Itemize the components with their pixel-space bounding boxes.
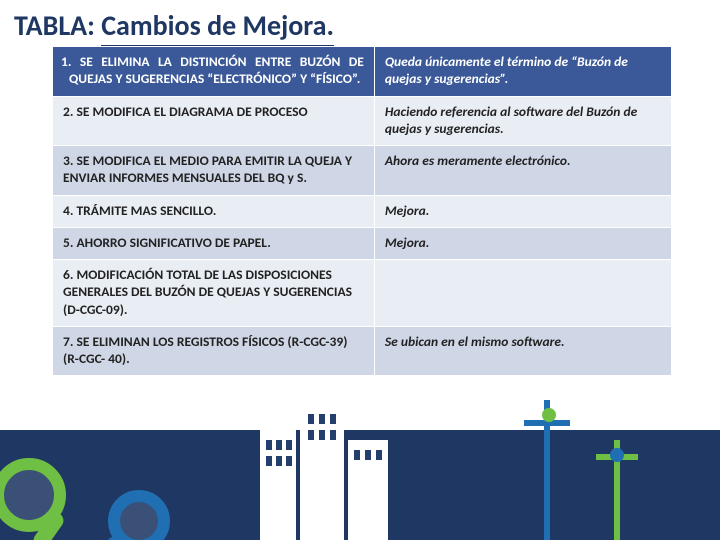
table-row: 1. SE ELIMINA LA DISTINCIÓN ENTRE BUZÓN … bbox=[53, 47, 672, 97]
title-prefix: TABLA: bbox=[14, 8, 101, 43]
cell-left: 1. SE ELIMINA LA DISTINCIÓN ENTRE BUZÓN … bbox=[53, 47, 375, 97]
building-shape bbox=[300, 400, 344, 540]
dot-icon bbox=[610, 448, 624, 462]
magnifier-icon bbox=[108, 490, 170, 540]
page-title: TABLA: Cambios de Mejora. bbox=[14, 8, 334, 43]
table-row: 6. MODIFICACIÓN TOTAL DE LAS DISPOSICION… bbox=[53, 260, 672, 327]
magnifier-icon bbox=[0, 458, 66, 532]
building-shape bbox=[348, 440, 388, 540]
cell-left: 7. SE ELIMINAN LOS REGISTROS FÍSICOS (R-… bbox=[53, 326, 375, 376]
table-row: 2. SE MODIFICA EL DIAGRAMA DE PROCESO Ha… bbox=[53, 96, 672, 146]
cell-right: Mejora. bbox=[374, 195, 671, 227]
cell-left: 4. TRÁMITE MAS SENCILLO. bbox=[53, 195, 375, 227]
cell-left: 6. MODIFICACIÓN TOTAL DE LAS DISPOSICION… bbox=[53, 260, 375, 327]
improvements-table: 1. SE ELIMINA LA DISTINCIÓN ENTRE BUZÓN … bbox=[52, 46, 672, 376]
table-row: 5. AHORRO SIGNIFICATIVO DE PAPEL. Mejora… bbox=[53, 227, 672, 259]
cell-right: Haciendo referencia al software del Buzó… bbox=[374, 96, 671, 146]
table-row: 4. TRÁMITE MAS SENCILLO. Mejora. bbox=[53, 195, 672, 227]
cell-right: Queda únicamente el término de “Buzón de… bbox=[374, 47, 671, 97]
dot-icon bbox=[542, 408, 556, 422]
cell-right: Ahora es meramente electrónico. bbox=[374, 146, 671, 196]
cell-right: Se ubican en el mismo software. bbox=[374, 326, 671, 376]
building-spire bbox=[316, 372, 328, 402]
table-row: 7. SE ELIMINAN LOS REGISTROS FÍSICOS (R-… bbox=[53, 326, 672, 376]
cell-left: 2. SE MODIFICA EL DIAGRAMA DE PROCESO bbox=[53, 96, 375, 146]
cell-left: 5. AHORRO SIGNIFICATIVO DE PAPEL. bbox=[53, 227, 375, 259]
cell-right bbox=[374, 260, 671, 327]
title-text: Cambios de Mejora. bbox=[101, 8, 334, 48]
table-row: 3. SE MODIFICA EL MEDIO PARA EMITIR LA Q… bbox=[53, 146, 672, 196]
cell-right: Mejora. bbox=[374, 227, 671, 259]
building-shape bbox=[260, 430, 296, 540]
cell-left: 3. SE MODIFICA EL MEDIO PARA EMITIR LA Q… bbox=[53, 146, 375, 196]
